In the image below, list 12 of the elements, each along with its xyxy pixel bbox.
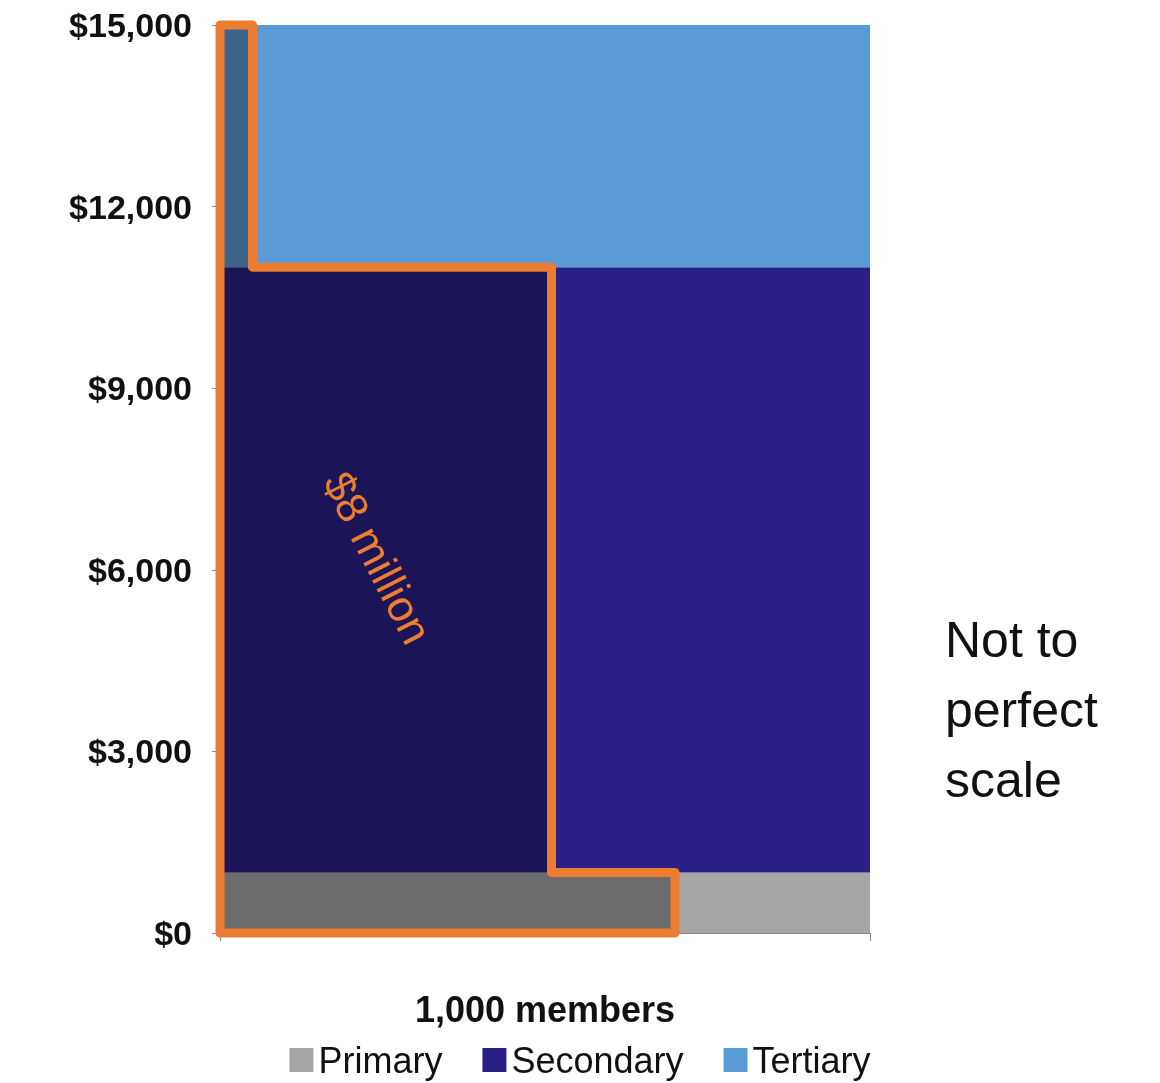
- y-tick-label: $9,000: [88, 369, 192, 408]
- y-tick-label: $12,000: [69, 187, 192, 226]
- legend-label: Tertiary: [752, 1039, 871, 1081]
- y-tick-label: $0: [154, 914, 192, 952]
- y-tick-label: $3,000: [88, 732, 192, 771]
- legend-label: Secondary: [511, 1039, 684, 1081]
- text: Not to perfect scale: [945, 612, 1098, 808]
- x-axis-title: 1,000 members: [414, 988, 676, 1030]
- legend-label: Primary: [318, 1039, 443, 1081]
- y-tick-label: $6,000: [88, 550, 192, 589]
- y-tick-label: $15,000: [69, 6, 192, 44]
- annotation: $8 million: [313, 463, 443, 652]
